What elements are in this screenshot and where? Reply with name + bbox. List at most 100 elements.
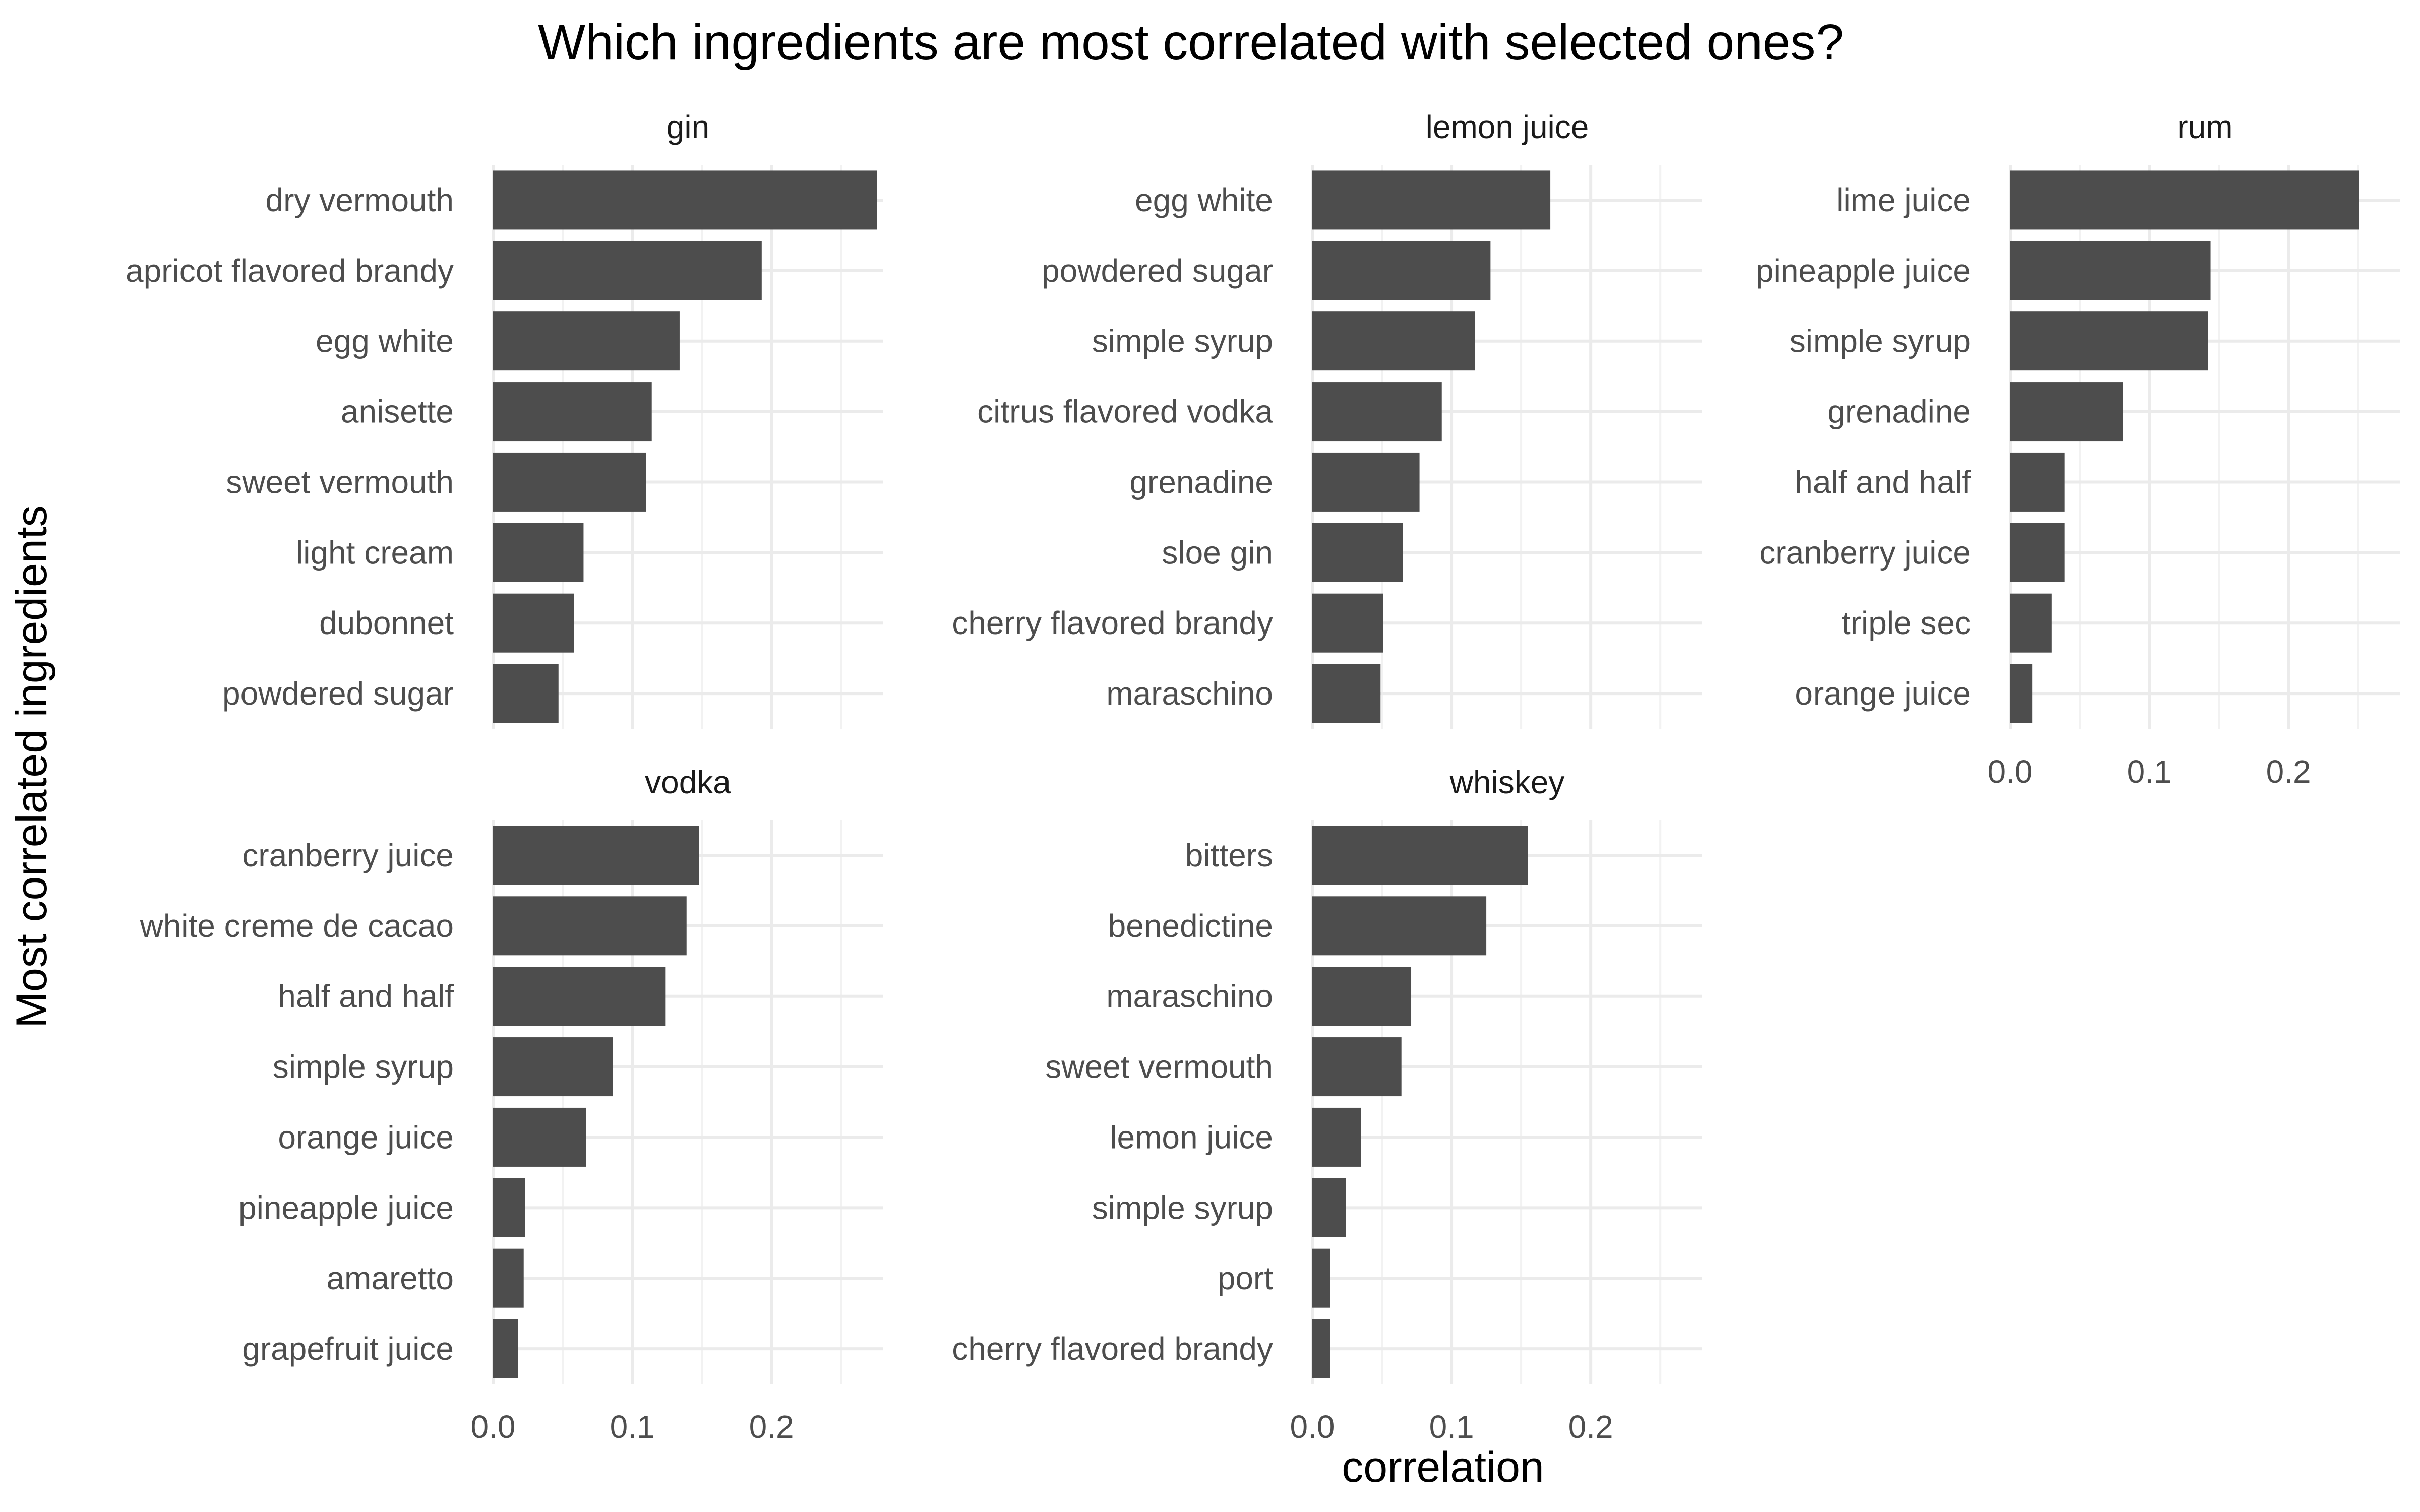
category-label: citrus flavored vodka bbox=[977, 394, 1273, 430]
x-tick-label: 0.1 bbox=[1429, 1409, 1474, 1445]
facet-vodka: cranberry juice white creme de cacao half … bbox=[139, 764, 883, 1445]
category-label: apricot flavored brandy bbox=[126, 253, 454, 289]
bar-gin-apricot-flavored-brandy bbox=[493, 241, 762, 300]
bar-vodka-cranberry-juice bbox=[493, 826, 699, 885]
category-label: egg white bbox=[316, 323, 454, 359]
bar-rum-simple-syrup bbox=[2010, 311, 2208, 371]
bar-lemon-juice-grenadine bbox=[1312, 452, 1420, 512]
facet-lemon-juice: egg white powdered sugar simple syrup citru… bbox=[952, 109, 1702, 729]
bar-vodka-orange-juice bbox=[493, 1107, 586, 1167]
category-label: grapefruit juice bbox=[242, 1331, 454, 1367]
x-axis-title: correlation bbox=[1342, 1443, 1544, 1491]
category-label: anisette bbox=[341, 394, 454, 430]
bar-rum-triple-sec bbox=[2010, 593, 2052, 653]
category-label: simple syrup bbox=[1092, 323, 1273, 359]
category-label: pineapple juice bbox=[238, 1189, 454, 1226]
bar-vodka-amaretto bbox=[493, 1248, 524, 1308]
category-label: triple sec bbox=[1842, 605, 1971, 641]
category-label: benedictine bbox=[1108, 908, 1273, 944]
bar-whiskey-port bbox=[1312, 1248, 1330, 1308]
x-tick-label: 0.1 bbox=[2127, 753, 2172, 790]
x-tick-label: 0.2 bbox=[1568, 1409, 1613, 1445]
bar-whiskey-simple-syrup bbox=[1312, 1178, 1346, 1237]
bar-gin-powdered-sugar bbox=[493, 664, 559, 723]
category-label: powdered sugar bbox=[1042, 253, 1273, 289]
bar-whiskey-lemon-juice bbox=[1312, 1107, 1361, 1167]
x-tick-label: 0.0 bbox=[1290, 1409, 1335, 1445]
bar-gin-anisette bbox=[493, 382, 652, 442]
category-label: lime juice bbox=[1836, 182, 1971, 218]
bar-vodka-pineapple-juice bbox=[493, 1178, 525, 1237]
category-label: cherry flavored brandy bbox=[952, 1331, 1273, 1367]
facet-label: whiskey bbox=[1449, 764, 1565, 800]
bar-lemon-juice-simple-syrup bbox=[1312, 311, 1476, 371]
category-label: lemon juice bbox=[1110, 1119, 1273, 1155]
category-label: sweet vermouth bbox=[1045, 1049, 1273, 1085]
category-label: cranberry juice bbox=[1759, 534, 1971, 571]
facet-label: rum bbox=[2177, 109, 2232, 145]
y-axis-title: Most correlated ingredients bbox=[8, 505, 56, 1028]
category-label: cranberry juice bbox=[242, 837, 454, 873]
facet-rum: lime juice pineapple juice simple syrup gre… bbox=[1756, 109, 2400, 790]
facet-whiskey: bitters benedictine maraschino sweet vermou… bbox=[952, 764, 1702, 1445]
bar-lemon-juice-powdered-sugar bbox=[1312, 241, 1491, 300]
bar-lemon-juice-egg-white bbox=[1312, 170, 1551, 230]
bar-gin-light-cream bbox=[493, 523, 584, 582]
bar-gin-sweet-vermouth bbox=[493, 452, 646, 512]
bar-rum-cranberry-juice bbox=[2010, 523, 2065, 582]
facet-label: gin bbox=[667, 109, 709, 145]
category-label: half and half bbox=[1795, 464, 1971, 500]
category-label: pineapple juice bbox=[1756, 253, 1971, 289]
bar-vodka-white-creme-de-cacao bbox=[493, 896, 687, 956]
category-label: orange juice bbox=[1795, 675, 1971, 712]
facet-label: lemon juice bbox=[1426, 109, 1589, 145]
bar-whiskey-sweet-vermouth bbox=[1312, 1037, 1402, 1097]
bar-gin-dubonnet bbox=[493, 593, 574, 653]
x-tick-label: 0.2 bbox=[749, 1409, 794, 1445]
category-label: egg white bbox=[1135, 182, 1273, 218]
category-label: cherry flavored brandy bbox=[952, 605, 1273, 641]
category-label: simple syrup bbox=[1092, 1189, 1273, 1226]
category-label: dry vermouth bbox=[266, 182, 454, 218]
category-label: grenadine bbox=[1129, 464, 1273, 500]
x-tick-label: 0.0 bbox=[1988, 753, 2033, 790]
category-label: maraschino bbox=[1106, 675, 1273, 712]
bar-rum-grenadine bbox=[2010, 382, 2123, 442]
category-label: simple syrup bbox=[273, 1049, 454, 1085]
chart-title: Which ingredients are most correlated wi… bbox=[538, 14, 1844, 71]
category-label: light cream bbox=[296, 534, 454, 571]
bar-whiskey-benedictine bbox=[1312, 896, 1487, 956]
category-label: amaretto bbox=[326, 1260, 454, 1296]
category-label: dubonnet bbox=[319, 605, 454, 641]
category-label: orange juice bbox=[278, 1119, 454, 1155]
category-label: sloe gin bbox=[1162, 534, 1273, 571]
facet-label: vodka bbox=[645, 764, 731, 800]
bar-lemon-juice-cherry-flavored-brandy bbox=[1312, 593, 1383, 653]
bar-vodka-grapefruit-juice bbox=[493, 1319, 518, 1378]
category-label: grenadine bbox=[1827, 394, 1971, 430]
facet-gin: dry vermouth apricot flavored brandy egg w… bbox=[126, 109, 883, 729]
facet-panels: dry vermouth apricot flavored brandy egg w… bbox=[126, 109, 2400, 1445]
bar-vodka-simple-syrup bbox=[493, 1037, 613, 1097]
bar-whiskey-maraschino bbox=[1312, 967, 1412, 1026]
bar-gin-egg-white bbox=[493, 311, 680, 371]
bar-vodka-half-and-half bbox=[493, 967, 666, 1026]
category-label: sweet vermouth bbox=[226, 464, 454, 500]
bar-rum-half-and-half bbox=[2010, 452, 2065, 512]
category-label: port bbox=[1218, 1260, 1274, 1296]
x-tick-label: 0.2 bbox=[2266, 753, 2311, 790]
category-label: white creme de cacao bbox=[139, 908, 454, 944]
x-tick-label: 0.0 bbox=[471, 1409, 516, 1445]
bar-rum-lime-juice bbox=[2010, 170, 2360, 230]
category-label: half and half bbox=[278, 978, 454, 1015]
category-label: simple syrup bbox=[1790, 323, 1971, 359]
bar-rum-pineapple-juice bbox=[2010, 241, 2211, 300]
bar-lemon-juice-maraschino bbox=[1312, 664, 1381, 723]
bar-lemon-juice-sloe-gin bbox=[1312, 523, 1403, 582]
category-label: bitters bbox=[1185, 837, 1273, 873]
bar-rum-orange-juice bbox=[2010, 664, 2033, 723]
bar-gin-dry-vermouth bbox=[493, 170, 877, 230]
x-tick-label: 0.1 bbox=[610, 1409, 655, 1445]
